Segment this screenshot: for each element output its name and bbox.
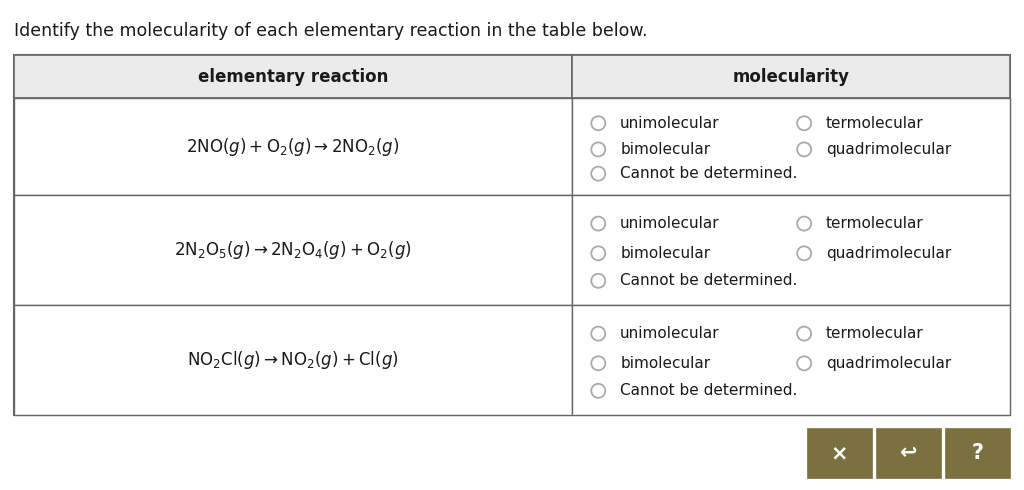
Text: bimolecular: bimolecular (621, 142, 711, 157)
Bar (572, 195, 1010, 305)
Bar (14, 195, 572, 305)
Bar (572, 55, 1010, 98)
Text: quadrimolecular: quadrimolecular (826, 246, 951, 261)
Bar (14, 98, 572, 195)
Bar (572, 98, 1010, 195)
Text: termolecular: termolecular (826, 216, 924, 231)
Text: Cannot be determined.: Cannot be determined. (621, 383, 798, 398)
Bar (807, 428, 872, 478)
Text: quadrimolecular: quadrimolecular (826, 142, 951, 157)
Text: termolecular: termolecular (826, 116, 924, 131)
Text: $2\mathrm{NO}(g) + \mathrm{O}_2(g) \rightarrow 2\mathrm{NO}_2(g)$: $2\mathrm{NO}(g) + \mathrm{O}_2(g) \righ… (186, 136, 399, 157)
Text: bimolecular: bimolecular (621, 356, 711, 371)
Text: Cannot be determined.: Cannot be determined. (621, 166, 798, 181)
Bar (572, 305, 1010, 415)
Text: elementary reaction: elementary reaction (198, 68, 388, 85)
Text: ×: × (830, 443, 848, 463)
Text: bimolecular: bimolecular (621, 246, 711, 261)
Text: quadrimolecular: quadrimolecular (826, 356, 951, 371)
Text: molecularity: molecularity (732, 68, 850, 85)
Text: unimolecular: unimolecular (621, 326, 720, 341)
Text: ?: ? (972, 443, 983, 463)
Text: Identify the molecularity of each elementary reaction in the table below.: Identify the molecularity of each elemen… (14, 22, 647, 40)
Text: ↩: ↩ (900, 443, 918, 463)
Text: unimolecular: unimolecular (621, 216, 720, 231)
Text: $\mathrm{NO}_2\mathrm{Cl}(g) \rightarrow \mathrm{NO}_2(g) + \mathrm{Cl}(g)$: $\mathrm{NO}_2\mathrm{Cl}(g) \rightarrow… (187, 349, 398, 371)
Bar (945, 428, 1010, 478)
Bar (14, 55, 1010, 415)
Text: Cannot be determined.: Cannot be determined. (621, 273, 798, 288)
Text: unimolecular: unimolecular (621, 116, 720, 131)
Bar (876, 428, 941, 478)
Bar (14, 305, 572, 415)
Text: termolecular: termolecular (826, 326, 924, 341)
Bar (14, 55, 572, 98)
Text: $2\mathrm{N}_2\mathrm{O}_5(g) \rightarrow 2\mathrm{N}_2\mathrm{O}_4(g) + \mathrm: $2\mathrm{N}_2\mathrm{O}_5(g) \rightarro… (174, 239, 412, 261)
